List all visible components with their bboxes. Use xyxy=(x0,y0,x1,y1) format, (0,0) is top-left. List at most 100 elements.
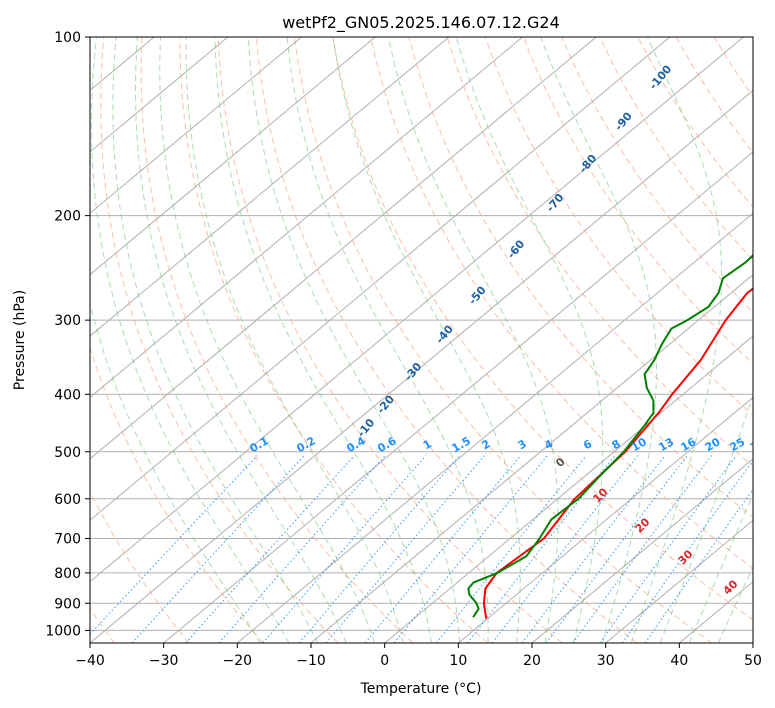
background-lines xyxy=(0,37,753,643)
dry-adiabat xyxy=(484,37,753,416)
dry-adiabat-label: -50 xyxy=(466,283,489,307)
x-tick-label: 50 xyxy=(744,653,762,669)
dry-adiabat xyxy=(675,37,753,154)
mixing-ratio-line xyxy=(521,455,666,643)
dry-adiabat xyxy=(90,490,190,643)
moist-adiabat xyxy=(112,37,319,643)
moist-adiabat xyxy=(387,37,559,643)
y-tick-label: 600 xyxy=(54,492,81,508)
dry-adiabat xyxy=(100,37,339,643)
moist-adiabat xyxy=(159,37,376,643)
dry-adiabat-label: -60 xyxy=(505,237,528,261)
x-tick-label: 40 xyxy=(670,653,688,669)
y-tick-label: 700 xyxy=(54,532,81,548)
mixing-ratio-line xyxy=(393,455,548,643)
isotherm xyxy=(458,396,753,643)
dry-adiabat xyxy=(408,37,753,518)
dewpoint-profile xyxy=(467,254,753,618)
mixing-ratio-line xyxy=(262,455,427,643)
mixing-ratio-label: 8 xyxy=(610,437,623,452)
y-tick-label: 100 xyxy=(54,30,81,46)
mixing-ratio-line xyxy=(491,455,639,643)
moist-adiabat-label: 20 xyxy=(633,515,653,535)
x-tick-label: 30 xyxy=(597,653,615,669)
isotherm xyxy=(752,642,753,643)
dry-adiabat xyxy=(523,37,753,365)
isotherm xyxy=(531,458,753,643)
dry-adiabat-label: -100 xyxy=(647,62,675,92)
dry-adiabat xyxy=(179,37,488,643)
isotherm xyxy=(90,37,671,521)
isotherm xyxy=(0,37,7,643)
temperature-profile xyxy=(482,287,753,619)
mixing-ratio-line xyxy=(572,455,712,643)
moist-adiabat-label: 30 xyxy=(676,547,696,567)
dry-adiabat xyxy=(140,37,414,643)
x-tick-label: −20 xyxy=(223,653,253,669)
isotherm xyxy=(90,37,229,153)
moist-adiabat xyxy=(688,493,753,643)
y-tick-label: 800 xyxy=(54,566,81,582)
axis-ticks: −40 −30 −20 −10 0 10 20 30 40 50 100 200 300 400 500 60… xyxy=(45,30,762,669)
mixing-ratio-line xyxy=(545,455,688,643)
moist-adiabat xyxy=(717,565,753,643)
isotherm xyxy=(163,151,753,643)
mixing-ratio-label: 2 xyxy=(479,437,492,452)
y-tick-label: 900 xyxy=(54,596,81,612)
isotherm xyxy=(90,37,376,276)
chart-title: wetPf2_GN05.2025.146.07.12.G24 xyxy=(282,13,560,33)
dry-adiabat xyxy=(294,37,712,643)
mixing-ratio-line xyxy=(90,455,258,635)
mixing-ratio-line xyxy=(599,455,737,643)
x-tick-label: 10 xyxy=(449,653,467,669)
dry-adiabat xyxy=(370,37,753,569)
x-tick-label: −10 xyxy=(296,653,326,669)
mixing-ratio-line xyxy=(364,455,522,643)
x-tick-label: 20 xyxy=(523,653,541,669)
y-axis-label: Pressure (hPa) xyxy=(12,290,28,390)
moist-adiabat xyxy=(214,37,432,643)
moist-adiabat xyxy=(455,37,604,643)
moist-adiabat xyxy=(185,37,404,643)
isotherm xyxy=(90,37,523,399)
isotherm xyxy=(90,37,744,583)
isotherm xyxy=(679,580,753,643)
x-axis-label: Temperature (°C) xyxy=(360,681,482,697)
mixing-ratio-label: 6 xyxy=(581,437,594,452)
dry-adiabat-label: -40 xyxy=(433,322,456,346)
moist-adiabat xyxy=(90,301,261,643)
isotherm xyxy=(90,37,302,214)
moist-adiabat xyxy=(90,37,290,643)
dry-adiabat xyxy=(446,37,753,467)
mixing-ratio-line xyxy=(218,455,386,643)
moist-adiabat xyxy=(247,37,461,643)
sounding-profiles xyxy=(467,254,753,619)
moist-adiabat-label: 10 xyxy=(591,485,611,505)
moist-adiabat xyxy=(659,394,753,643)
x-tick-label: −40 xyxy=(75,653,105,669)
y-tick-label: 300 xyxy=(54,313,81,329)
mixing-ratio-line xyxy=(325,455,485,643)
dry-adiabat-label: -80 xyxy=(577,152,600,176)
isotherm xyxy=(90,37,597,460)
isotherm xyxy=(90,37,450,337)
dry-adiabat xyxy=(637,37,753,208)
moist-adiabat xyxy=(286,37,489,643)
x-tick-label: −30 xyxy=(149,653,179,669)
x-tick-label: 0 xyxy=(380,653,389,669)
moist-adiabat xyxy=(540,37,657,643)
mixing-ratio-line xyxy=(621,459,753,643)
mixing-ratio-label: 3 xyxy=(516,437,529,452)
isotherm xyxy=(237,212,753,643)
y-tick-label: 500 xyxy=(54,445,81,461)
isotherm xyxy=(605,519,753,643)
y-tick-label: 200 xyxy=(54,209,81,225)
mixing-ratio-line xyxy=(436,455,587,643)
mixing-ratio-line xyxy=(298,455,461,643)
mixing-ratio-label: 30 xyxy=(748,435,768,454)
dry-adiabat-label: -20 xyxy=(374,393,397,417)
isotherm xyxy=(384,335,753,643)
moist-adiabat xyxy=(332,37,521,643)
dry-adiabat xyxy=(751,37,753,39)
